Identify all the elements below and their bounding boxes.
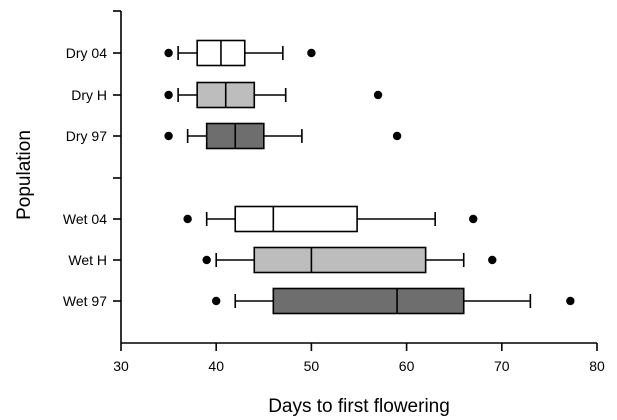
iqr-box (253, 246, 427, 274)
outlier-point (212, 296, 221, 306)
iqr-box (272, 287, 465, 315)
outlier-point (469, 214, 478, 224)
x-tick-label: 50 (304, 358, 320, 374)
y-tick-label: Dry 97 (66, 128, 107, 144)
outlier-point (183, 214, 192, 224)
y-tick-label: Wet 97 (63, 293, 107, 309)
box-dry-97: Dry 97 (66, 122, 402, 150)
x-tick-label: 60 (399, 358, 415, 374)
box-wet-h: Wet H (68, 246, 497, 274)
y-tick-label: Wet 04 (63, 211, 107, 227)
outlier-point (164, 48, 173, 58)
x-tick-label: 40 (208, 358, 224, 374)
plot-area: 30 40 50 60 70 80 Dry 04 Dry H Dry 97 Wet 04 Wet H… (63, 10, 605, 374)
box-dry-04: Dry 04 (66, 39, 316, 67)
outlier-point (488, 255, 497, 265)
y-tick-label: Wet H (68, 252, 107, 268)
x-tick-label: 30 (113, 358, 129, 374)
x-axis-title: Days to first flowering (268, 396, 450, 417)
y-tick-label: Dry 04 (66, 45, 107, 61)
outlier-point (164, 90, 173, 100)
y-axis-title: Population (14, 130, 35, 220)
box-wet-97: Wet 97 (63, 287, 575, 315)
outlier-point (373, 90, 383, 100)
box-dry-h: Dry H (71, 81, 383, 109)
outlier-point (566, 296, 575, 306)
outlier-point (307, 48, 316, 58)
x-tick-label: 80 (589, 358, 605, 374)
iqr-box (234, 205, 358, 233)
outlier-point (202, 255, 211, 265)
outlier-point (164, 131, 173, 141)
outlier-point (392, 131, 402, 141)
y-tick-label: Dry H (71, 87, 107, 103)
box-wet-04: Wet 04 (63, 205, 478, 233)
x-tick-label: 70 (494, 358, 510, 374)
